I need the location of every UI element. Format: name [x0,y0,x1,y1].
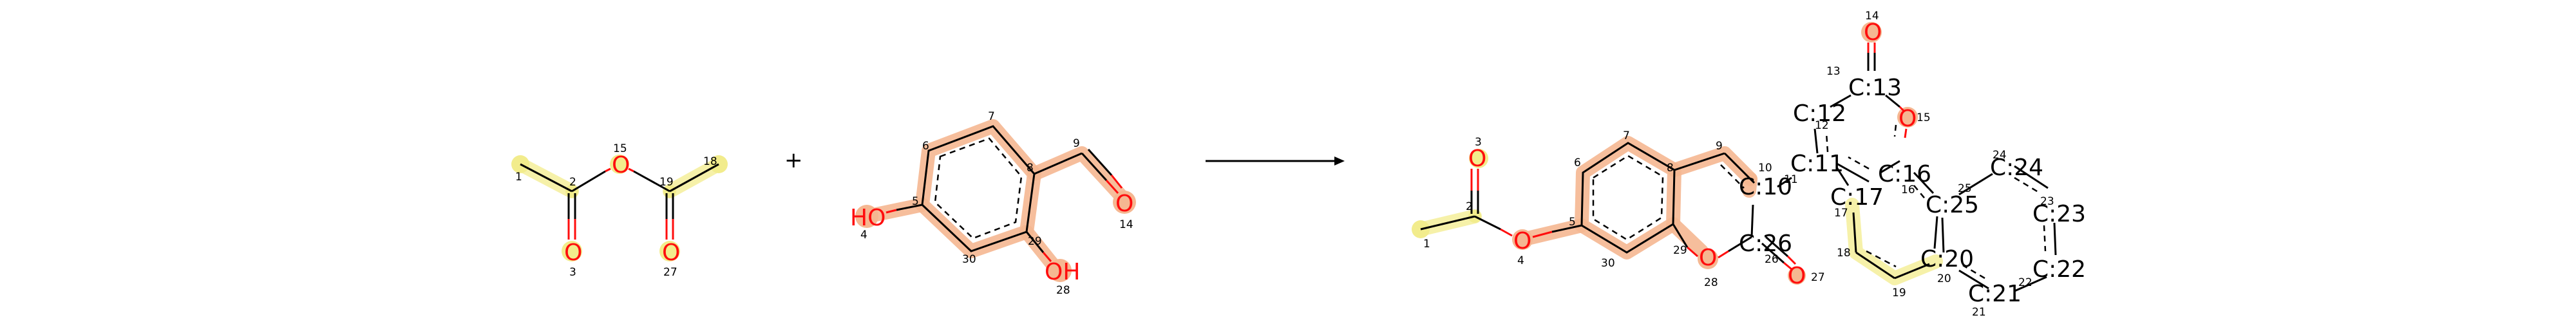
r1-map-15: 15 [613,142,627,155]
p-map-6: 6 [1574,156,1581,169]
r2-map-14: 14 [1119,218,1133,231]
r2-map-30: 30 [962,253,976,266]
p-carbon-10: C:10 [1739,174,1792,200]
p-map-22: 22 [2018,276,2032,289]
p-map-13: 13 [1826,65,1841,78]
p-map-8: 8 [1667,162,1674,175]
r2-map-8: 8 [1027,162,1034,175]
p-oxygen-3: O [1468,146,1486,172]
p-carbon-25: C:25 [1926,192,1979,218]
r2-aldehyde-oxygen-14: O [1115,191,1133,217]
p-carbon-24: C:24 [1990,155,2043,181]
p-map-3: 3 [1475,136,1482,149]
p-carbon-23: C:23 [2032,201,2086,227]
p-carbon-26: C:26 [1739,231,1792,257]
p-map-27: 27 [1811,271,1825,284]
r1-map-3: 3 [569,266,576,279]
r1-map-18: 18 [703,155,717,168]
product-map-numbers: 1 2 3 4 5 6 7 8 9 10 11 12 13 14 15 16 1… [1423,10,2054,319]
r2-map-9: 9 [1073,137,1080,150]
r1-map-19: 19 [659,176,674,189]
p-map-10: 10 [1758,162,1772,175]
p-carbon-21: C:21 [1968,281,2022,307]
p-map-18: 18 [1837,247,1851,260]
plus-sign: + [784,147,803,173]
p-carbon-22: C:22 [2032,256,2086,283]
r1-oxygen-27: O [662,240,680,266]
p-carbon-11: C:11 [1790,151,1844,177]
r1-map-27: 27 [663,266,677,279]
p-map-29: 29 [1673,244,1687,257]
p-map-20: 20 [1937,272,1951,285]
p-map-16: 16 [1901,184,1915,196]
reactant2-bonds [886,125,1123,262]
r2-map-6: 6 [922,140,929,153]
reactant-acetic-anhydride: O O O 1 2 3 15 19 18 27 [511,142,728,279]
p-map-23: 23 [2040,195,2054,208]
p-map-15: 15 [1917,111,1931,124]
p-map-25: 25 [1958,182,1972,195]
p-map-30: 30 [1601,257,1615,270]
p-oxygen-14: O [1864,19,1882,46]
p-carbon-16: C:16 [1878,161,1931,187]
product-coumarin: O O O O O O C:10 C:26 C:11 C:12 C:13 C:1… [1412,10,2086,319]
product-atom-labels: O O O O O O C:10 C:26 C:11 C:12 C:13 C:1… [1468,19,2086,307]
p-map-19: 19 [1892,287,1906,299]
r2-map-29: 29 [1028,235,1042,248]
r2-hydroxyl-28: OH [1045,259,1080,285]
r2-map-5: 5 [912,195,919,208]
p-map-11: 11 [1784,173,1798,186]
p-oxygen-15: O [1899,106,1917,132]
r2-map-4: 4 [860,229,867,242]
p-map-2: 2 [1466,200,1473,213]
p-map-9: 9 [1716,140,1723,153]
p-map-21: 21 [1972,306,1986,319]
reactant1-bonds [520,163,719,240]
r1-map-2: 2 [569,176,576,189]
p-map-7: 7 [1623,129,1630,142]
p-map-14: 14 [1865,10,1879,23]
r2-map-7: 7 [988,110,995,123]
p-map-12: 12 [1815,119,1829,132]
reactant2-highlights [855,119,1136,282]
p-carbon-20: C:20 [1920,246,1974,272]
p-map-26: 26 [1765,253,1779,266]
p-map-4: 4 [1517,254,1524,267]
p-map-17: 17 [1834,207,1848,220]
p-map-28: 28 [1704,276,1718,289]
product-bonds [1420,43,2057,292]
p-map-24: 24 [1993,149,2007,162]
p-map-5: 5 [1569,216,1576,229]
r2-map-28: 28 [1056,284,1070,297]
r1-oxygen-3: O [564,240,582,266]
reactant-dihydroxybenzaldehyde: HO O OH 4 5 6 7 8 9 14 29 30 28 [850,110,1136,297]
r2-hydroxyl-4: HO [850,205,886,231]
p-carbon-12: C:12 [1793,100,1846,127]
p-oxygen-28: O [1699,245,1717,271]
p-oxygen-27: O [1788,263,1806,289]
p-carbon-17: C:17 [1830,184,1884,211]
r1-map-1: 1 [515,171,522,184]
p-map-1: 1 [1423,238,1430,251]
r1-oxygen-15: O [612,152,630,178]
reaction-arrow [1206,156,1345,166]
p-carbon-13: C:13 [1848,75,1902,101]
p-oxygen-4: O [1513,228,1531,254]
